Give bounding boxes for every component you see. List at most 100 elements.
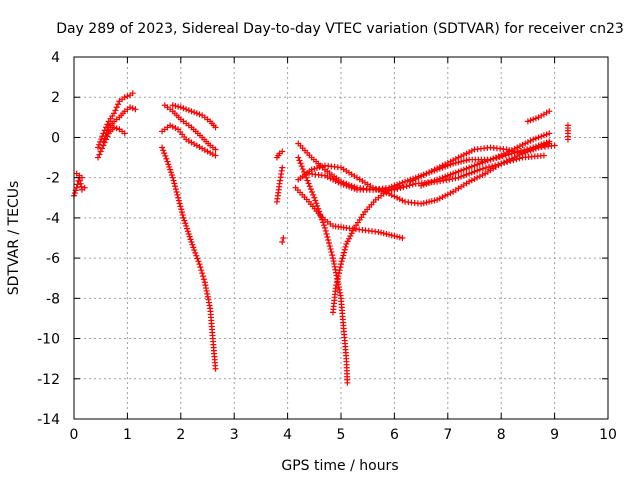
data-point (434, 165, 441, 172)
data-point (530, 146, 537, 153)
data-point (403, 183, 410, 190)
data-point (74, 181, 81, 188)
data-point (304, 177, 311, 184)
data-point (129, 90, 136, 97)
series-seg-f (159, 144, 219, 372)
data-point (420, 200, 427, 207)
data-point (485, 164, 492, 171)
data-point (396, 196, 403, 203)
data-point (527, 147, 534, 154)
data-point (200, 273, 207, 280)
data-point (295, 154, 302, 161)
data-point (426, 169, 433, 176)
data-point (463, 150, 470, 157)
data-point (335, 270, 342, 277)
data-point (310, 191, 317, 198)
data-point (458, 167, 465, 174)
data-point (538, 133, 545, 140)
data-point (508, 155, 515, 162)
data-point (177, 203, 184, 210)
data-point (396, 234, 403, 241)
data-point (436, 195, 443, 202)
data-point (386, 190, 393, 197)
data-point (468, 147, 475, 154)
data-point (471, 162, 478, 169)
x-tick-label: 5 (337, 427, 346, 443)
data-point (343, 241, 350, 248)
data-point (439, 194, 446, 201)
x-tick-label: 7 (443, 427, 452, 443)
data-point (298, 163, 305, 170)
data-point (165, 161, 172, 168)
data-point (347, 232, 354, 239)
data-point (168, 171, 175, 178)
y-tick-label: -2 (46, 171, 60, 187)
data-point (338, 180, 344, 187)
data-point (543, 139, 550, 146)
y-tick-label: -12 (37, 372, 60, 388)
x-tick-label: 10 (599, 427, 617, 443)
data-point (111, 124, 118, 131)
data-point (338, 258, 345, 265)
data-point (404, 177, 411, 184)
data-point (466, 170, 473, 177)
data-point (193, 252, 200, 259)
data-point (178, 209, 185, 216)
data-point (420, 171, 427, 178)
data-point (527, 117, 534, 124)
data-point (190, 244, 197, 251)
data-point (77, 180, 84, 187)
data-point (333, 279, 340, 286)
data-point (532, 145, 539, 152)
data-point (124, 93, 131, 100)
data-point (303, 174, 310, 181)
data-point (121, 130, 128, 137)
series-seg-t (418, 130, 553, 189)
data-point (342, 243, 349, 250)
data-point (209, 151, 216, 158)
data-point (329, 176, 336, 183)
data-point (466, 149, 473, 156)
data-point (338, 261, 344, 268)
data-point (428, 178, 435, 185)
data-point (332, 178, 339, 185)
x-tick-label: 9 (550, 427, 559, 443)
data-point (516, 149, 523, 156)
data-point (391, 232, 398, 239)
data-point (476, 160, 483, 167)
data-point (318, 213, 325, 220)
data-point (412, 176, 419, 183)
data-point (336, 267, 343, 274)
data-point (396, 180, 403, 187)
data-point (471, 168, 478, 175)
data-point (466, 178, 473, 185)
data-point (311, 165, 318, 172)
series-seg-u (524, 108, 553, 125)
data-point (428, 167, 435, 174)
data-point (335, 179, 342, 186)
data-point (426, 198, 433, 205)
data-point (474, 174, 481, 181)
data-point (172, 125, 179, 132)
data-point (95, 144, 102, 151)
x-tick-label: 3 (230, 427, 239, 443)
data-point (339, 255, 346, 262)
data-point (487, 156, 494, 163)
data-point (333, 282, 340, 289)
data-point (212, 124, 219, 131)
data-point (335, 273, 342, 280)
data-point (479, 171, 486, 178)
data-point (297, 160, 304, 167)
data-point (503, 158, 510, 165)
data-point (426, 179, 433, 186)
data-point (332, 285, 339, 292)
data-point (530, 116, 537, 123)
data-point (386, 231, 393, 238)
data-point (532, 115, 539, 122)
data-point (324, 173, 331, 180)
data-point (397, 185, 404, 192)
data-point (450, 170, 457, 177)
data-point (460, 166, 467, 173)
data-point (200, 276, 207, 283)
data-point (195, 258, 202, 265)
